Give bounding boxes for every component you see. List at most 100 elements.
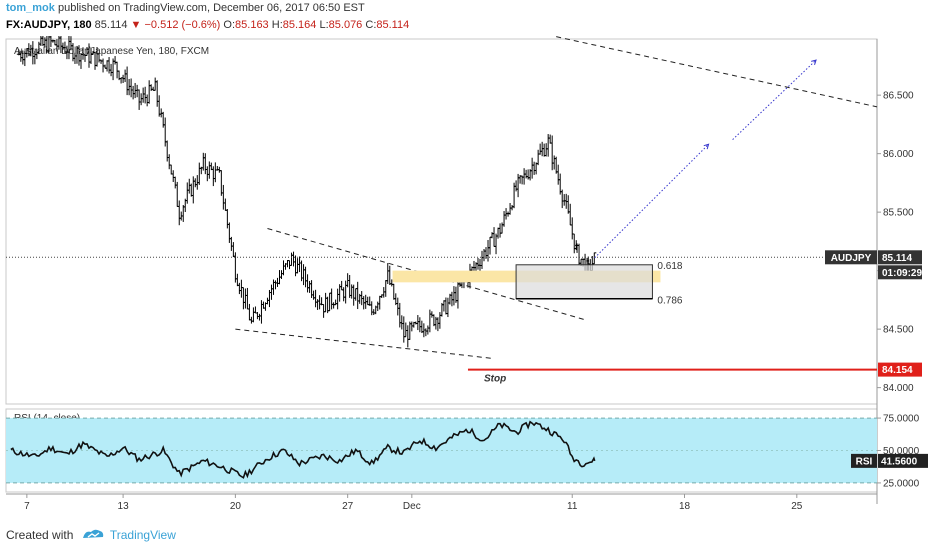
price-bar [193, 178, 198, 188]
price-bar [205, 166, 210, 182]
close-value: 85.114 [376, 19, 410, 31]
price-bar [397, 302, 402, 328]
price-bar [211, 166, 216, 187]
price-bar [343, 280, 348, 304]
price-bar [181, 204, 186, 222]
price-bar [385, 263, 390, 285]
price-bar [295, 258, 300, 274]
price-bar [423, 328, 428, 337]
down-triangle-icon: ▼ [130, 19, 142, 31]
price-bar [255, 311, 260, 320]
price-tag-value: 01:09:29 [882, 268, 922, 279]
price-bar [443, 297, 448, 315]
price-bar [219, 170, 224, 196]
price-tag-bg [878, 265, 922, 280]
rsi-line [10, 420, 596, 479]
fib-0618-label: 0.618 [657, 261, 682, 272]
price-bar [486, 240, 491, 262]
price-bar [435, 317, 440, 332]
time-tick-label: 18 [679, 501, 691, 512]
price-bar [475, 257, 480, 270]
price-bar [225, 208, 230, 229]
author-link[interactable]: tom_mok [6, 2, 55, 14]
price-bar [471, 260, 476, 272]
price-bar [143, 86, 148, 104]
price-bar [500, 222, 505, 234]
price-bar [189, 183, 194, 197]
publish-info: tom_mok published on TradingView.com, De… [6, 2, 365, 14]
price-bar [542, 143, 547, 157]
price-bar [451, 286, 456, 306]
projection-arrowhead [703, 143, 710, 150]
price-bar [544, 143, 549, 157]
price-bar [311, 290, 316, 300]
price-bar [498, 223, 503, 238]
price-bar [131, 85, 136, 100]
footer: Created with TradingView [6, 528, 176, 542]
price-tag-bg [878, 362, 922, 377]
price-bar [257, 313, 262, 321]
price-bar [103, 64, 108, 69]
chart-canvas[interactable]: 84.00084.50085.00085.50086.00086.50025.0… [0, 36, 932, 524]
rsi-tag-label-bg [851, 453, 877, 468]
fib-0786-label: 0.786 [657, 296, 682, 307]
price-bars [16, 36, 597, 348]
price-bar [429, 311, 434, 318]
price-bar [554, 156, 559, 174]
price-bar [191, 176, 196, 204]
created-with-text: Created with [6, 528, 74, 542]
price-bar [341, 287, 346, 302]
price-bar [387, 265, 392, 285]
price-bar [572, 233, 577, 254]
price-bar [349, 284, 354, 299]
price-bar [203, 153, 208, 175]
price-bar [171, 170, 176, 183]
rsi-tag-value-bg [878, 453, 928, 468]
low-value: 85.076 [328, 19, 363, 31]
wedge-lower-line [235, 328, 493, 359]
price-bar [231, 242, 236, 258]
price-bar [289, 252, 294, 266]
price-bar [281, 260, 286, 276]
price-bar [425, 325, 430, 335]
price-bar [201, 152, 206, 171]
price-bar [269, 284, 274, 300]
price-bar [153, 77, 158, 91]
price-bar [175, 181, 180, 207]
price-bar [187, 178, 192, 194]
price-bar [115, 61, 120, 79]
countdown-tag: 01:09:29 [878, 265, 922, 280]
time-tick-label: Dec [403, 501, 421, 512]
price-bar [391, 283, 396, 300]
tradingview-brand[interactable]: TradingView [109, 528, 176, 542]
rsi-tag-label: RSI [856, 456, 873, 467]
price-bar [556, 164, 561, 185]
time-tick-label: 7 [24, 501, 30, 512]
price-bar [125, 66, 130, 96]
price-bar [217, 166, 222, 173]
price-bar [441, 300, 446, 312]
price-bar [177, 200, 182, 226]
price-bar [530, 157, 535, 179]
price-bar [437, 312, 442, 329]
price-bar [239, 279, 244, 298]
price-tick-label: 85.500 [883, 208, 914, 219]
price-bar [303, 266, 308, 288]
price-tag-value: 85.114 [882, 253, 912, 264]
price-bar [167, 154, 172, 170]
price-bar [331, 302, 336, 309]
price-bar [147, 80, 152, 104]
price-bar [113, 56, 118, 65]
price-bar [560, 189, 565, 209]
price-bar [233, 252, 238, 283]
price-bar [279, 270, 284, 279]
price-bar [502, 211, 507, 227]
high-value: 85.164 [282, 19, 317, 31]
price-bar [536, 149, 541, 166]
price-bar [291, 251, 296, 267]
price-bar [351, 284, 356, 306]
close-label: C: [365, 19, 377, 31]
price-tick-label: 84.000 [883, 383, 914, 394]
rsi-tick-label: 75.0000 [883, 414, 920, 425]
price-bar [419, 320, 424, 334]
